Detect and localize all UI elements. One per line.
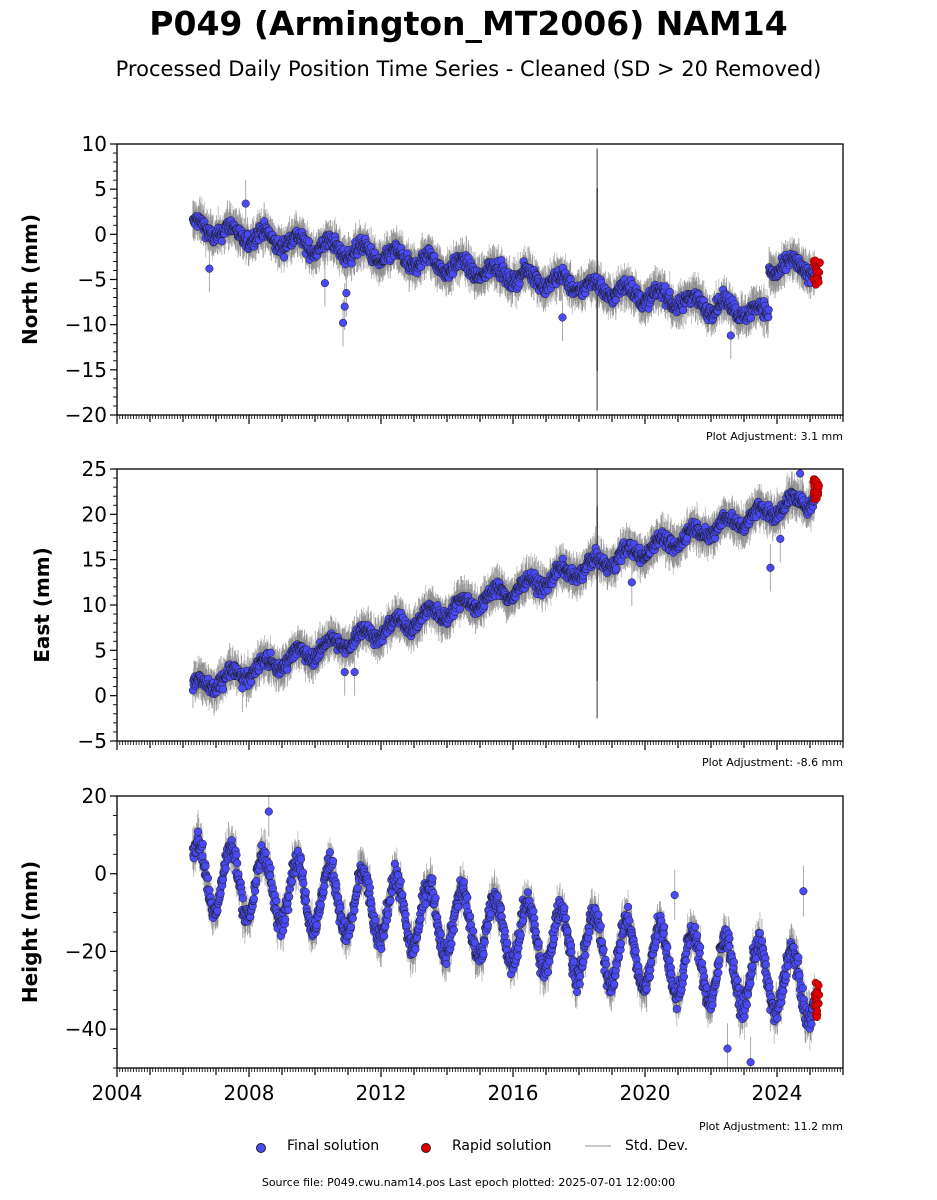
chart-subtitle: Processed Daily Position Time Series - C… (115, 57, 822, 81)
final-solution-point (661, 282, 670, 291)
final-solution-point (764, 313, 773, 322)
north-rapid-points (809, 256, 824, 289)
north-x-axis (116, 415, 844, 424)
y-tick-label: −10 (65, 313, 107, 337)
east-std-dev-bars (192, 469, 816, 719)
north-final-points (188, 199, 819, 340)
final-solution-outlier (339, 318, 348, 327)
y-tick-label: −5 (78, 268, 107, 292)
final-solution-outlier (320, 279, 329, 288)
north-y-axis-label: North (mm) (18, 214, 42, 345)
final-solution-point (304, 237, 313, 246)
final-solution-point (665, 287, 674, 296)
y-tick-label: −20 (65, 403, 107, 427)
final-solution-point (679, 306, 688, 315)
north-plot-adjustment: Plot Adjustment: 3.1 mm (706, 430, 843, 443)
east-data-area (188, 469, 823, 719)
y-tick-label: 5 (94, 177, 107, 201)
final-solution-point (217, 237, 226, 246)
y-tick-label: −15 (65, 358, 107, 382)
rapid-solution-point (816, 258, 824, 267)
final-solution-point (764, 305, 773, 314)
final-solution-point (279, 253, 289, 262)
y-tick-label: 0 (94, 222, 107, 246)
final-solution-outlier (340, 302, 349, 311)
chart-title: P049 (Armington_MT2006) NAM14 (149, 4, 788, 43)
north-y-axis: 10 5 0 −5 −10 −15 −20 (65, 132, 117, 427)
final-solution-outlier (205, 264, 214, 273)
y-tick-label: 10 (82, 132, 107, 156)
final-solution-outlier (342, 289, 351, 298)
final-solution-outlier (241, 199, 250, 208)
final-solution-point (746, 314, 755, 323)
final-solution-outlier (558, 313, 567, 322)
rapid-solution-point (813, 267, 822, 276)
rapid-solution-point (814, 278, 823, 287)
north-data-area (188, 148, 824, 411)
final-solution-outlier (726, 331, 735, 340)
panel-north: 10 5 0 −5 −10 −15 −20 North (mm) Plot Adjustment… (18, 132, 844, 443)
